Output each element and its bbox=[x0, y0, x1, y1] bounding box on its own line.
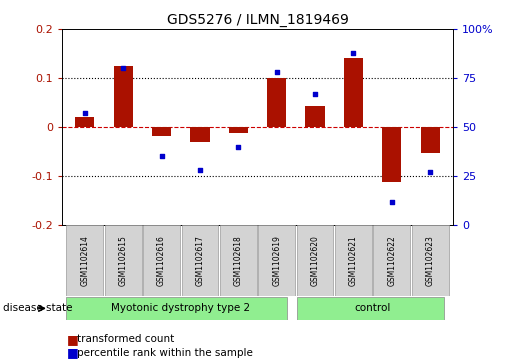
Bar bbox=[267, 78, 286, 127]
Text: GSM1102616: GSM1102616 bbox=[157, 235, 166, 286]
Text: GSM1102623: GSM1102623 bbox=[426, 235, 435, 286]
Bar bbox=[258, 225, 295, 296]
Point bbox=[158, 154, 166, 159]
Text: GSM1102620: GSM1102620 bbox=[311, 235, 320, 286]
Point bbox=[349, 50, 357, 56]
Point bbox=[81, 110, 89, 116]
Text: GSM1102619: GSM1102619 bbox=[272, 235, 281, 286]
Bar bbox=[373, 225, 410, 296]
Bar bbox=[335, 225, 372, 296]
Bar bbox=[143, 225, 180, 296]
Bar bbox=[114, 66, 133, 127]
Text: ■: ■ bbox=[67, 333, 79, 346]
Bar bbox=[229, 127, 248, 133]
Text: GSM1102618: GSM1102618 bbox=[234, 235, 243, 286]
Bar bbox=[75, 117, 94, 127]
Point bbox=[311, 91, 319, 97]
Bar bbox=[297, 297, 444, 320]
Bar bbox=[66, 297, 287, 320]
Text: GSM1102621: GSM1102621 bbox=[349, 235, 358, 286]
Bar bbox=[105, 225, 142, 296]
Text: disease state: disease state bbox=[3, 303, 72, 313]
Text: Myotonic dystrophy type 2: Myotonic dystrophy type 2 bbox=[111, 303, 250, 313]
Text: ■: ■ bbox=[67, 346, 79, 359]
Bar bbox=[344, 58, 363, 127]
Bar bbox=[191, 127, 210, 142]
Text: GSM1102622: GSM1102622 bbox=[387, 235, 397, 286]
Text: control: control bbox=[354, 303, 391, 313]
Text: percentile rank within the sample: percentile rank within the sample bbox=[77, 348, 253, 358]
Bar bbox=[421, 127, 440, 152]
Text: GSM1102615: GSM1102615 bbox=[118, 235, 128, 286]
Bar bbox=[181, 225, 218, 296]
Bar bbox=[66, 225, 103, 296]
Text: transformed count: transformed count bbox=[77, 334, 175, 344]
Text: GSM1102617: GSM1102617 bbox=[195, 235, 204, 286]
Point bbox=[119, 65, 127, 71]
Text: GSM1102614: GSM1102614 bbox=[80, 235, 89, 286]
Point bbox=[272, 69, 281, 75]
Point bbox=[426, 169, 434, 175]
Point bbox=[234, 144, 243, 150]
Title: GDS5276 / ILMN_1819469: GDS5276 / ILMN_1819469 bbox=[166, 13, 349, 26]
Point bbox=[388, 199, 396, 204]
Bar bbox=[382, 127, 401, 183]
Bar bbox=[220, 225, 257, 296]
Bar bbox=[305, 106, 324, 127]
Point bbox=[196, 167, 204, 173]
Bar bbox=[412, 225, 449, 296]
Bar bbox=[152, 127, 171, 136]
Bar bbox=[297, 225, 334, 296]
